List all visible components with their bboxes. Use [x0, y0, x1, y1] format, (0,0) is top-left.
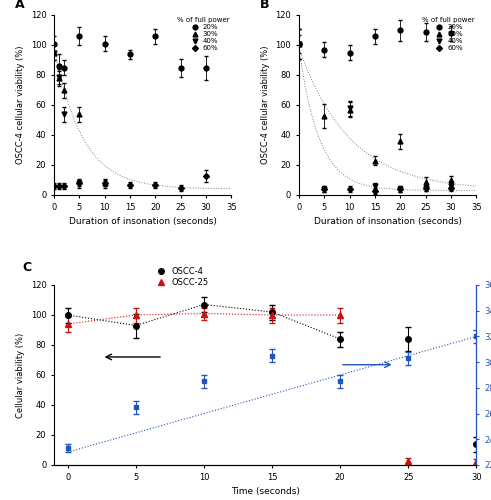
- Text: C: C: [22, 261, 31, 274]
- Y-axis label: OSCC-4 cellular viability (%): OSCC-4 cellular viability (%): [261, 46, 270, 164]
- Y-axis label: Cellular viability (%): Cellular viability (%): [16, 332, 25, 418]
- X-axis label: Duration of insonation (seconds): Duration of insonation (seconds): [314, 217, 462, 226]
- Y-axis label: OSCC-4 cellular viability (%): OSCC-4 cellular viability (%): [16, 46, 25, 164]
- Text: A: A: [15, 0, 25, 12]
- Legend: 20%, 30%, 40%, 60%: 20%, 30%, 40%, 60%: [177, 17, 229, 51]
- X-axis label: Time (seconds): Time (seconds): [231, 487, 300, 496]
- Text: B: B: [260, 0, 270, 12]
- Legend: 20%, 30%, 40%, 60%: 20%, 30%, 40%, 60%: [422, 17, 474, 51]
- X-axis label: Duration of insonation (seconds): Duration of insonation (seconds): [69, 217, 217, 226]
- Legend: OSCC-4, OSCC-25: OSCC-4, OSCC-25: [149, 264, 212, 290]
